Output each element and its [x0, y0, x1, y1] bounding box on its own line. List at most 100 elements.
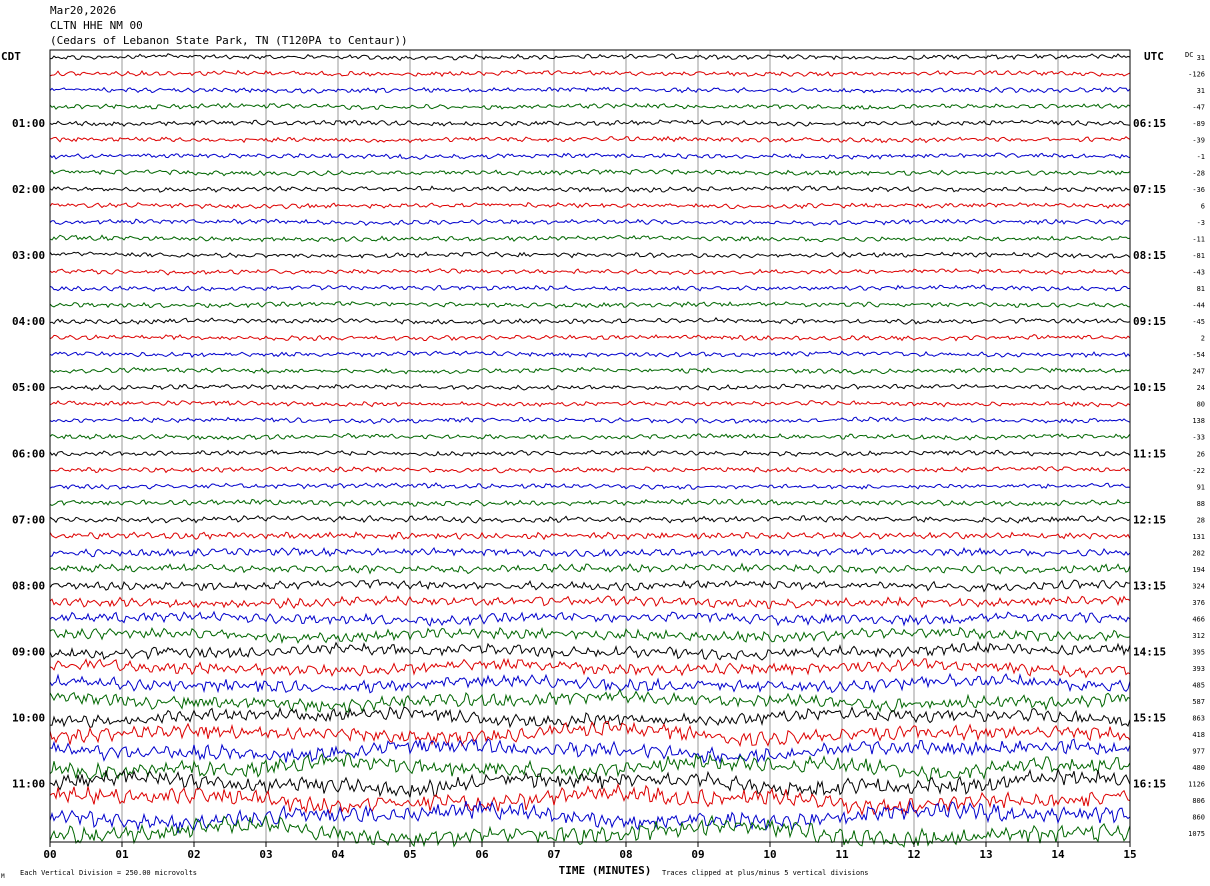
dc-offset-value: 418 [1192, 731, 1205, 739]
trace-line [49, 562, 1131, 575]
trace-line [49, 546, 1131, 558]
trace-line [49, 466, 1131, 474]
dc-offset-value: 393 [1192, 665, 1205, 673]
dc-offset-value: -33 [1192, 434, 1205, 442]
x-tick-label: 08 [619, 848, 632, 861]
x-tick-label: 04 [331, 848, 345, 861]
dc-offset-value: 28 [1197, 516, 1205, 524]
dc-offset-value: -39 [1192, 137, 1205, 145]
vertical-division-note: Each Vertical Division = 250.00 microvol… [20, 869, 197, 877]
utc-hour-label: 14:15 [1133, 645, 1166, 658]
plot-frame [49, 49, 1131, 843]
utc-hour-label: 09:15 [1133, 315, 1166, 328]
dc-offset-value: 31 [1197, 54, 1205, 62]
trace-line [49, 334, 1131, 342]
dc-offset-value: 80 [1197, 401, 1205, 409]
trace-line [49, 449, 1131, 458]
dc-offset-value: 26 [1197, 450, 1205, 458]
trace-line [49, 432, 1131, 441]
trace-line [49, 350, 1131, 358]
trace-line [49, 688, 1131, 713]
trace-line [49, 185, 1131, 193]
trace-line [49, 799, 1131, 834]
x-tick-label: 05 [403, 848, 416, 861]
trace-line [49, 738, 1131, 765]
trace-line [49, 672, 1131, 694]
trace-line [49, 383, 1131, 391]
dc-offset-value: 1126 [1188, 780, 1205, 788]
dc-offset-value: 312 [1192, 632, 1205, 640]
dc-offset-value: 81 [1197, 285, 1205, 293]
dc-offset-value: -28 [1192, 170, 1205, 178]
trace-line [49, 579, 1130, 593]
trace-line [49, 86, 1131, 94]
dc-offset-labels: 31 -126 31 -47 -89 -39 -1 -28 -36 6 -3 -11 -81 -43 81 -… [1188, 54, 1205, 838]
dc-header-label: DC [1185, 51, 1193, 59]
x-tick-label: 13 [979, 848, 992, 861]
dc-offset-value: 587 [1192, 698, 1205, 706]
trace-line [49, 268, 1131, 276]
dc-offset-value: -47 [1192, 104, 1205, 112]
trace-line [49, 218, 1131, 227]
trace-line [49, 69, 1131, 78]
x-tick-label: 06 [475, 848, 489, 861]
trace-line [49, 53, 1131, 61]
trace-line [49, 201, 1131, 210]
dc-offset-value: -44 [1192, 302, 1205, 310]
trace-line [49, 610, 1131, 627]
trace-line [49, 752, 1131, 782]
utc-hour-label: 13:15 [1133, 579, 1166, 592]
trace-line [49, 152, 1131, 160]
cdt-hour-label: 08:00 [12, 579, 45, 592]
trace-line [49, 301, 1131, 309]
dc-offset-value: 863 [1192, 714, 1205, 722]
trace-line [49, 640, 1131, 661]
trace-line [49, 400, 1131, 408]
trace-line [49, 317, 1131, 325]
trace-line [49, 284, 1130, 292]
dc-offset-value: 977 [1192, 747, 1205, 755]
dc-offset-value: -126 [1188, 71, 1205, 79]
cdt-hour-label: 07:00 [12, 513, 45, 526]
clipping-note: Traces clipped at plus/minus 5 vertical … [662, 869, 869, 877]
cdt-label: CDT [1, 50, 21, 63]
trace-line [49, 251, 1131, 259]
trace-line [49, 498, 1131, 507]
dc-offset-value: -54 [1192, 351, 1205, 359]
dc-offset-value: 860 [1192, 813, 1205, 821]
dc-offset-value: 6 [1201, 203, 1205, 211]
dc-offset-value: -81 [1192, 252, 1205, 260]
trace-line [49, 482, 1131, 490]
dc-offset-value: -1 [1197, 153, 1205, 161]
dc-offset-value: 395 [1192, 648, 1205, 656]
x-tick-label: 09 [691, 848, 704, 861]
x-tick-label: 12 [907, 848, 920, 861]
x-tick-label: 01 [115, 848, 129, 861]
cdt-hour-label: 11:00 [12, 777, 45, 790]
cdt-hour-labels: 01:00 02:00 03:00 04:00 05:00 06:00 07:00 08:00… [12, 117, 45, 790]
station-label: CLTN HHE NM 00 [50, 19, 143, 32]
dc-offset-value: 282 [1192, 549, 1205, 557]
dc-offset-value: 485 [1192, 681, 1205, 689]
cdt-hour-label: 09:00 [12, 645, 45, 658]
dc-offset-value: 324 [1192, 582, 1205, 590]
dc-offset-value: -3 [1197, 219, 1205, 227]
dc-offset-value: -11 [1192, 236, 1205, 244]
dc-offset-value: 194 [1192, 566, 1205, 574]
utc-hour-label: 07:15 [1133, 183, 1166, 196]
x-tick-label: 03 [259, 848, 272, 861]
cdt-hour-label: 02:00 [12, 183, 45, 196]
dc-offset-value: 88 [1197, 500, 1205, 508]
cdt-hour-label: 04:00 [12, 315, 45, 328]
cdt-hour-label: 01:00 [12, 117, 45, 130]
dc-offset-value: 2 [1201, 335, 1205, 343]
trace-line [49, 782, 1131, 817]
trace-line [49, 135, 1131, 144]
time-gridlines [121, 50, 1059, 842]
seismic-traces [49, 53, 1131, 848]
utc-hour-label: 10:15 [1133, 381, 1166, 394]
utc-hour-label: 16:15 [1133, 777, 1166, 790]
x-tick-label: 10 [763, 848, 776, 861]
utc-label: UTC [1144, 50, 1164, 63]
